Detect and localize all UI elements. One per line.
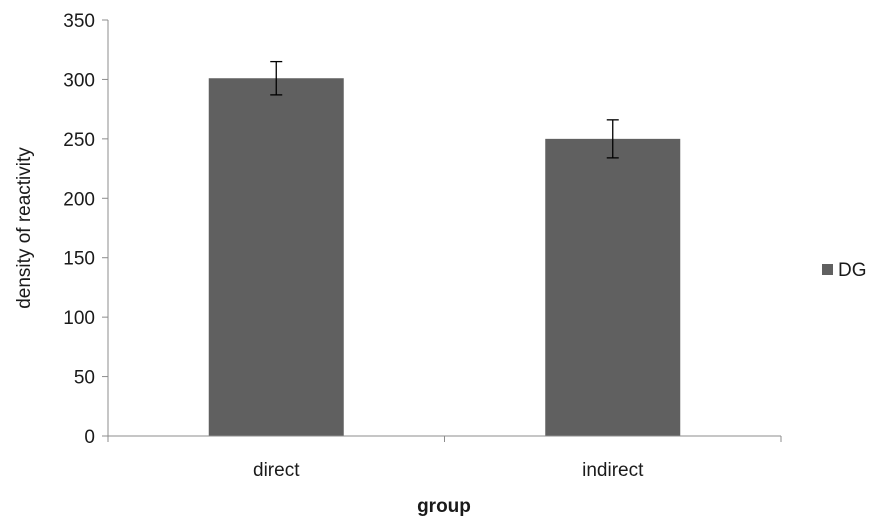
y-tick-label: 300 [63,70,95,91]
error-bar-direct [270,60,283,96]
y-tick-label: 250 [63,130,95,151]
bar-direct [208,78,344,437]
y-tick-label: 200 [63,189,95,210]
y-tick-label: 50 [74,368,95,389]
y-tick-label: 100 [63,308,95,329]
x-tick-label-direct: direct [253,460,300,481]
y-tick-label: 350 [63,11,95,32]
y-tick-label: 150 [63,249,95,270]
y-axis-title: density of reactivity [14,147,35,309]
y-axis-ticks: 0 50 100 150 200 250 300 350 [63,11,108,448]
legend-swatch-dg [822,264,833,275]
x-axis-tick-labels: direct indirect [107,436,782,481]
x-axis-title: group [417,496,471,517]
error-bars [270,60,619,159]
bar-indirect [545,138,681,436]
bars [208,78,681,437]
x-tick-label-indirect: indirect [582,460,644,481]
legend-label-dg: DG [838,260,867,281]
y-tick-label: 0 [84,427,95,448]
legend: DG [822,260,867,281]
error-bar-indirect [606,119,619,159]
